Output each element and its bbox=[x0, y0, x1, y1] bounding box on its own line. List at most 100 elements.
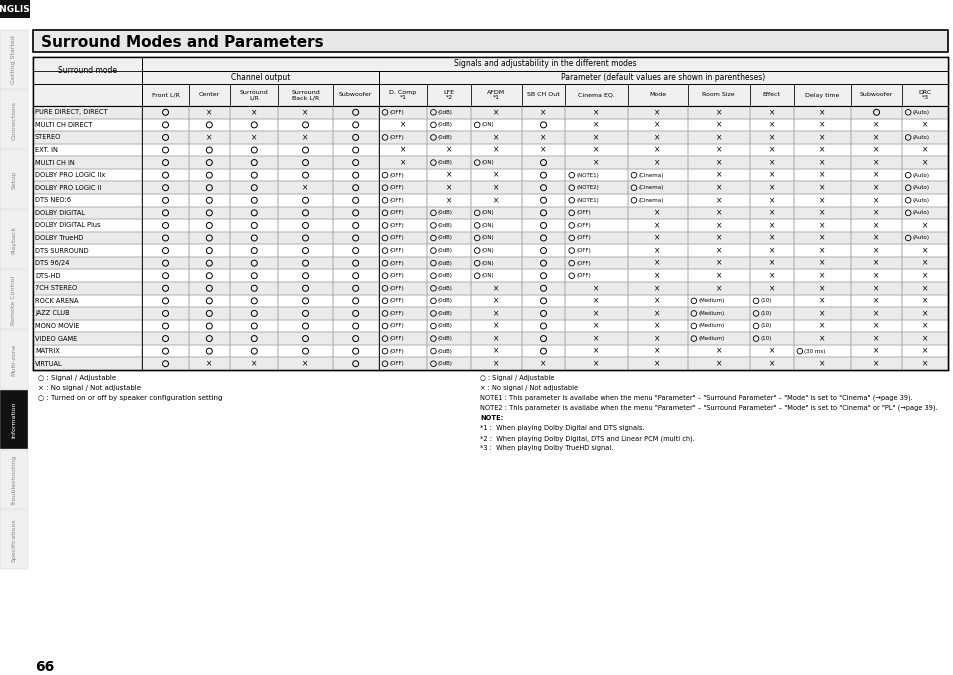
Bar bbox=[521, 219, 565, 232]
Bar bbox=[627, 282, 687, 294]
Bar bbox=[749, 194, 793, 207]
Bar bbox=[33, 131, 947, 144]
Bar bbox=[278, 332, 333, 345]
Text: PURE DIRECT, DIRECT: PURE DIRECT, DIRECT bbox=[35, 109, 108, 115]
Bar bbox=[471, 207, 521, 219]
Text: ×: × bbox=[399, 146, 406, 155]
Text: ×: × bbox=[593, 309, 599, 318]
Bar bbox=[793, 219, 850, 232]
Bar bbox=[189, 294, 230, 307]
Text: ×: × bbox=[445, 146, 452, 155]
Bar bbox=[850, 307, 901, 320]
Bar bbox=[850, 244, 901, 257]
Bar bbox=[627, 332, 687, 345]
Bar bbox=[521, 332, 565, 345]
Text: (Cinema): (Cinema) bbox=[638, 185, 663, 190]
Bar bbox=[189, 332, 230, 345]
Bar bbox=[793, 269, 850, 282]
Text: ×: × bbox=[819, 120, 824, 130]
Bar bbox=[378, 71, 947, 84]
Text: *2 :  When playing Dolby Digital, DTS and Linear PCM (multi ch).: *2 : When playing Dolby Digital, DTS and… bbox=[479, 435, 694, 441]
Text: ×: × bbox=[872, 359, 879, 369]
Bar bbox=[687, 106, 749, 119]
Bar bbox=[427, 219, 471, 232]
Text: ×: × bbox=[819, 321, 824, 331]
Text: DOLBY PRO LOGIC IIx: DOLBY PRO LOGIC IIx bbox=[35, 172, 105, 178]
Bar bbox=[230, 307, 278, 320]
Bar bbox=[793, 307, 850, 320]
Bar bbox=[333, 257, 378, 269]
Bar bbox=[278, 244, 333, 257]
Bar bbox=[33, 332, 142, 345]
Bar bbox=[901, 119, 947, 131]
Bar bbox=[749, 345, 793, 358]
Text: ×: × bbox=[921, 221, 927, 230]
Bar bbox=[521, 207, 565, 219]
Bar bbox=[278, 257, 333, 269]
Text: (OFF): (OFF) bbox=[389, 311, 404, 316]
Text: (OFF): (OFF) bbox=[389, 198, 404, 202]
Text: ×: × bbox=[768, 259, 774, 268]
Text: (OFF): (OFF) bbox=[389, 261, 404, 266]
Bar bbox=[850, 144, 901, 157]
Bar bbox=[142, 345, 189, 358]
Bar bbox=[427, 244, 471, 257]
Text: ×: × bbox=[819, 296, 824, 305]
Text: (OFF): (OFF) bbox=[389, 273, 404, 278]
Text: ○ : Signal / Adjustable: ○ : Signal / Adjustable bbox=[38, 375, 116, 381]
Bar bbox=[749, 84, 793, 106]
Bar bbox=[627, 119, 687, 131]
Text: (OFF): (OFF) bbox=[389, 110, 404, 115]
Bar bbox=[278, 157, 333, 169]
Text: ×: × bbox=[715, 284, 721, 293]
Bar bbox=[521, 119, 565, 131]
Bar bbox=[901, 207, 947, 219]
Bar bbox=[521, 320, 565, 332]
Text: ×: × bbox=[251, 108, 257, 117]
Bar bbox=[230, 358, 278, 370]
Bar bbox=[142, 320, 189, 332]
Text: (ON): (ON) bbox=[481, 223, 494, 228]
Text: DTS-HD: DTS-HD bbox=[35, 273, 60, 279]
Text: Front L/R: Front L/R bbox=[152, 92, 179, 97]
Text: (OFF): (OFF) bbox=[389, 298, 404, 303]
Bar bbox=[471, 106, 521, 119]
Bar bbox=[565, 257, 627, 269]
Bar bbox=[627, 232, 687, 244]
Bar bbox=[793, 194, 850, 207]
Text: ×: × bbox=[654, 221, 660, 230]
Bar bbox=[749, 169, 793, 182]
Bar bbox=[687, 131, 749, 144]
Text: ×: × bbox=[302, 183, 309, 192]
Text: ×: × bbox=[715, 246, 721, 255]
Bar bbox=[33, 219, 142, 232]
Bar bbox=[901, 131, 947, 144]
Bar bbox=[565, 358, 627, 370]
Text: ×: × bbox=[593, 158, 599, 167]
Bar bbox=[427, 269, 471, 282]
Bar bbox=[793, 157, 850, 169]
Text: ×: × bbox=[206, 108, 213, 117]
Bar bbox=[230, 207, 278, 219]
Bar bbox=[471, 307, 521, 320]
Bar bbox=[627, 219, 687, 232]
Text: Mode: Mode bbox=[648, 92, 665, 97]
Text: (Cinema): (Cinema) bbox=[638, 173, 663, 178]
Bar bbox=[427, 144, 471, 157]
Bar bbox=[33, 232, 947, 244]
Bar bbox=[749, 106, 793, 119]
Text: ×: × bbox=[593, 146, 599, 155]
Bar bbox=[33, 232, 142, 244]
Text: ×: × bbox=[445, 171, 452, 180]
Bar bbox=[627, 106, 687, 119]
Bar bbox=[142, 207, 189, 219]
Text: Specifications: Specifications bbox=[11, 518, 16, 562]
Bar bbox=[565, 307, 627, 320]
Text: ×: × bbox=[715, 108, 721, 117]
Bar bbox=[33, 157, 142, 169]
Bar bbox=[471, 232, 521, 244]
Text: ×: × bbox=[593, 108, 599, 117]
Bar bbox=[627, 345, 687, 358]
Bar bbox=[33, 244, 947, 257]
Bar bbox=[333, 219, 378, 232]
